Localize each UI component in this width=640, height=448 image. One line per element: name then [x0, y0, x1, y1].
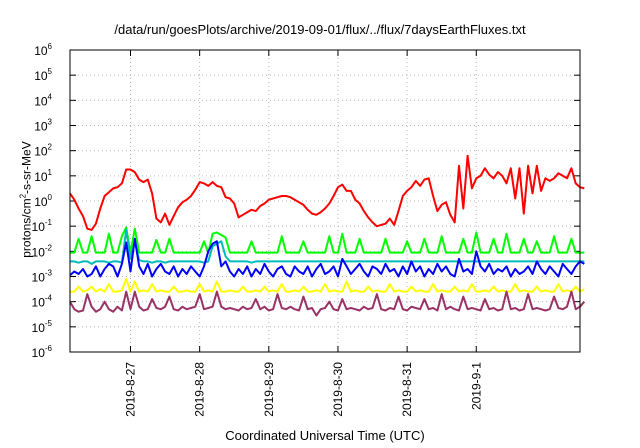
- y-tick-label: 10-4: [32, 294, 53, 310]
- chart-title: /data/run/goesPlots/archive/2019-09-01/f…: [114, 22, 526, 37]
- x-tick-label: 2019-8-30: [331, 362, 345, 417]
- y-tick-label: 104: [34, 92, 52, 108]
- x-tick-label: 2019-8-27: [124, 362, 138, 417]
- y-tick-label: 10-5: [32, 319, 53, 335]
- y-tick-label: 10-2: [32, 243, 53, 259]
- series-line-4: [69, 237, 585, 278]
- x-tick-label: 2019-9-1: [469, 362, 483, 410]
- y-tick-label: 10-6: [32, 344, 53, 360]
- y-tick-label: 10-1: [32, 218, 53, 234]
- y-tick-label: 106: [34, 42, 52, 58]
- y-tick-label: 102: [34, 143, 52, 159]
- y-tick-label: 10-3: [32, 269, 53, 285]
- series-line-2: [70, 226, 585, 254]
- series-line-1: [69, 154, 585, 231]
- x-axis-label: Coordinated Universal Time (UTC): [225, 428, 425, 443]
- x-tick-label: 2019-8-29: [262, 362, 276, 417]
- y-tick-label: 101: [34, 168, 52, 184]
- y-tick-label: 100: [34, 193, 52, 209]
- x-tick-label: 2019-8-31: [400, 362, 414, 417]
- y-tick-label: 103: [34, 118, 52, 134]
- plot-frame: [69, 49, 581, 353]
- series-line-3: [70, 228, 585, 265]
- series-line-6: [69, 290, 586, 317]
- x-tick-label: 2019-8-28: [193, 362, 207, 417]
- y-tick-label: 105: [34, 67, 52, 83]
- series-line-5: [70, 278, 585, 293]
